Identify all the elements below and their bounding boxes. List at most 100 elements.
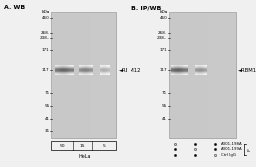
Text: A301-199A: A301-199A [221,147,243,151]
Bar [55,71,74,72]
Bar [186,65,187,75]
Bar [200,12,202,138]
Bar [202,12,205,138]
Bar [82,12,84,138]
Bar [169,12,171,138]
Bar [100,68,110,69]
Bar [187,12,189,138]
Bar [51,12,116,138]
Bar [62,65,63,75]
Bar [225,12,227,138]
Bar [75,12,77,138]
Bar [92,65,93,75]
Text: ◄RBM12: ◄RBM12 [238,68,256,73]
Bar [65,65,66,75]
Bar [195,74,207,75]
Text: 71: 71 [44,91,49,95]
Bar [67,12,69,138]
Text: A301-198A: A301-198A [221,142,243,146]
Bar [195,65,207,66]
Bar [176,65,177,75]
Bar [66,65,67,75]
Bar [195,69,207,70]
Bar [189,12,191,138]
Bar [54,12,56,138]
Bar [171,70,188,71]
Bar [91,65,92,75]
Bar [90,65,91,75]
Bar [185,12,187,138]
Bar [201,65,202,75]
Bar [70,65,71,75]
Bar [62,12,64,138]
Bar [103,65,104,75]
Bar [222,12,225,138]
Bar [109,65,110,75]
Bar [175,65,176,75]
Bar [200,65,201,75]
Bar [197,65,198,75]
Bar [100,71,110,72]
Bar [71,65,72,75]
Bar [180,65,181,75]
Bar [114,12,116,138]
Bar [202,65,203,75]
Bar [77,12,80,138]
Bar [102,65,103,75]
Bar [64,65,65,75]
Bar [80,65,81,75]
Bar [55,67,74,68]
Bar [173,65,174,75]
Bar [55,69,74,70]
Bar [57,65,58,75]
Bar [79,70,93,71]
Text: 71: 71 [162,91,167,95]
Bar [55,68,74,69]
Text: 50: 50 [60,144,66,148]
Text: HeLa: HeLa [78,154,91,159]
Bar [95,12,97,138]
Text: 5: 5 [103,144,106,148]
Text: 460: 460 [159,16,167,20]
Bar [97,12,99,138]
Text: 15: 15 [80,144,85,148]
Bar [93,12,95,138]
Bar [79,72,93,73]
Bar [100,69,110,70]
Bar [231,12,233,138]
Text: 238–: 238– [39,36,49,40]
Bar [64,12,67,138]
Bar [79,73,93,74]
Bar [180,12,182,138]
Text: 31: 31 [44,129,49,133]
Text: 238–: 238– [157,36,167,40]
Bar [90,12,93,138]
Bar [171,12,173,138]
Bar [184,65,185,75]
Bar [79,69,93,70]
Text: 268.: 268. [40,31,49,35]
Bar [72,65,73,75]
Bar [195,70,207,71]
Bar [101,12,103,138]
Bar [196,65,197,75]
Bar [195,72,207,73]
Text: 55: 55 [44,104,49,108]
Bar [193,12,196,138]
Bar [103,12,106,138]
Bar [171,72,188,73]
Bar [205,12,207,138]
Bar [204,65,205,75]
Bar [100,66,110,67]
Bar [220,12,222,138]
Bar [195,65,196,75]
Bar [55,74,74,75]
Bar [89,65,90,75]
Text: 117: 117 [159,68,167,72]
Bar [55,70,74,71]
Text: A. WB: A. WB [4,5,25,10]
Bar [207,12,209,138]
Bar [213,12,216,138]
Text: 117: 117 [42,68,49,72]
Bar [58,12,60,138]
